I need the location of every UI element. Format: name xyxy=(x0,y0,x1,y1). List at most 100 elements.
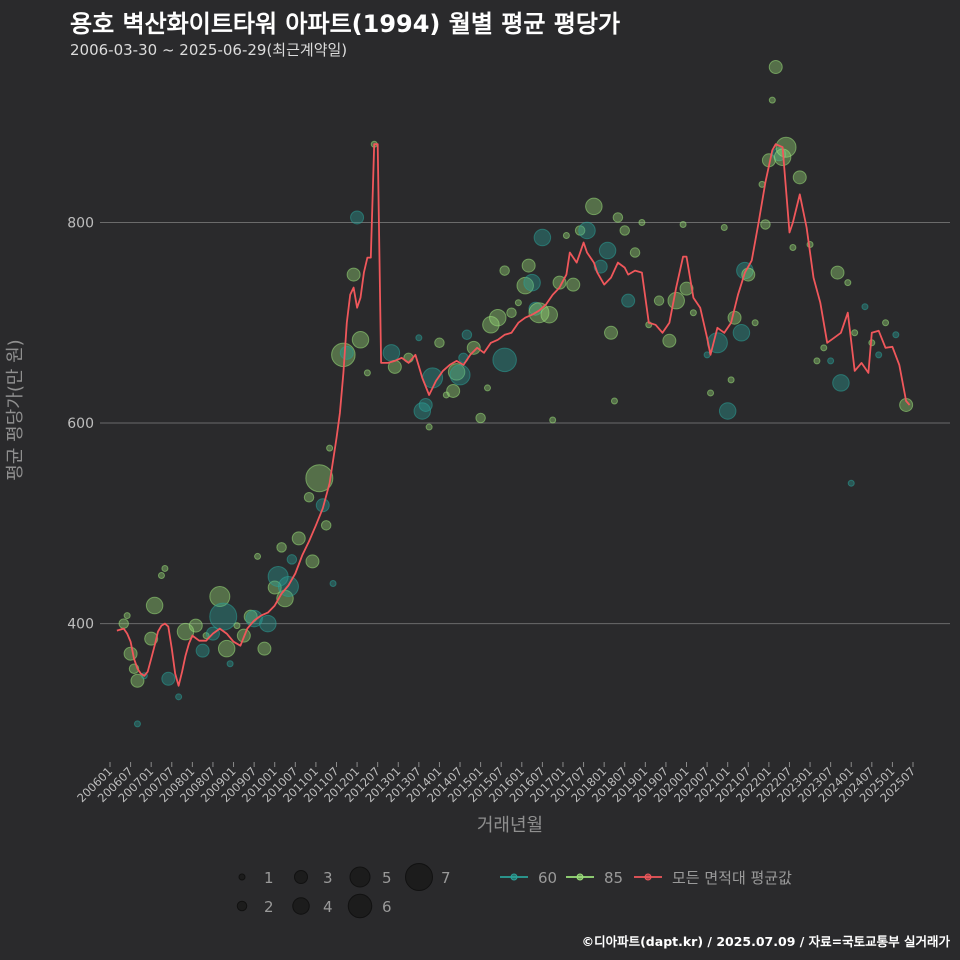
point-s85 xyxy=(653,295,665,306)
point-s85 xyxy=(499,265,510,276)
point-s85 xyxy=(514,299,522,307)
point-s60 xyxy=(133,720,141,728)
point-s85 xyxy=(585,197,603,216)
legend-series-marker xyxy=(644,873,652,881)
point-s85 xyxy=(326,444,334,452)
point-s85 xyxy=(549,416,557,424)
point-s85 xyxy=(604,325,619,340)
point-s60 xyxy=(339,345,354,360)
y-axis-title: 평균 평당가(만 원) xyxy=(5,339,26,480)
legend: 1 2 3 4 5 6 7 60 85 모든 면적대 평균값 xyxy=(236,863,792,919)
point-s60 xyxy=(598,241,617,260)
point-s85 xyxy=(123,646,138,661)
point-s85 xyxy=(305,554,320,569)
point-s60 xyxy=(226,660,234,668)
point-s60 xyxy=(892,331,900,339)
point-s85 xyxy=(612,212,624,223)
point-s85 xyxy=(145,596,164,615)
point-s60 xyxy=(718,402,737,420)
legend-size-label: 5 xyxy=(382,869,392,887)
point-s85 xyxy=(566,277,581,292)
point-s85 xyxy=(540,305,558,324)
point-s60 xyxy=(161,671,176,686)
legend-size-marker xyxy=(236,900,248,912)
point-s60 xyxy=(259,614,277,633)
point-s85 xyxy=(506,307,517,318)
point-s85 xyxy=(466,340,481,355)
point-s85 xyxy=(707,389,715,397)
legend-size-marker xyxy=(347,893,373,919)
point-s85 xyxy=(482,316,500,334)
point-s85 xyxy=(161,564,169,572)
point-s85 xyxy=(144,631,159,646)
point-s85 xyxy=(619,225,630,236)
y-tick-label: 400 xyxy=(67,617,94,633)
point-s85 xyxy=(689,309,697,317)
page-subtitle: 2006-03-30 ~ 2025-06-29(최근계약일) xyxy=(70,41,348,59)
point-s85 xyxy=(157,571,165,579)
point-s60 xyxy=(418,397,433,412)
point-s85 xyxy=(768,96,776,104)
point-s60 xyxy=(578,221,596,240)
point-s85 xyxy=(638,218,646,226)
point-s85 xyxy=(276,542,287,553)
legend-size-label: 7 xyxy=(441,869,451,887)
point-s60 xyxy=(461,329,473,341)
point-s85 xyxy=(303,491,315,503)
point-s60 xyxy=(286,554,298,565)
point-s85 xyxy=(720,223,728,231)
point-s85 xyxy=(662,333,677,348)
legend-size-label: 2 xyxy=(264,898,274,916)
point-s60 xyxy=(533,228,552,247)
point-s85 xyxy=(679,281,694,296)
point-s60 xyxy=(593,259,608,274)
point-s85 xyxy=(792,170,807,185)
legend-size-label: 1 xyxy=(264,869,274,887)
point-s60 xyxy=(449,364,471,386)
point-s85 xyxy=(425,423,433,431)
point-s85 xyxy=(305,464,334,493)
point-s85 xyxy=(257,641,272,656)
point-s85 xyxy=(233,622,241,630)
point-s85 xyxy=(851,329,859,337)
point-s85 xyxy=(363,369,371,377)
legend-size-marker xyxy=(349,866,371,888)
legend-series-marker xyxy=(510,873,518,881)
point-s85 xyxy=(844,279,852,287)
legend-size-marker xyxy=(405,863,433,891)
point-s85 xyxy=(552,275,567,290)
legend-size-marker xyxy=(238,873,246,881)
legend-size-label: 3 xyxy=(323,869,333,887)
y-axis-ticks: 400 600 800 xyxy=(67,215,94,632)
point-s85 xyxy=(483,384,491,392)
point-s85 xyxy=(446,383,461,398)
point-s60 xyxy=(732,324,751,342)
point-s60 xyxy=(245,609,263,628)
point-s85 xyxy=(130,673,145,688)
y-tick-label: 600 xyxy=(67,416,94,432)
point-s85 xyxy=(830,265,845,280)
point-s60 xyxy=(875,351,883,359)
point-s60 xyxy=(861,303,869,311)
grid-lines xyxy=(100,221,950,625)
point-s85 xyxy=(217,639,236,658)
legend-size-label: 6 xyxy=(382,898,392,916)
point-s85 xyxy=(727,376,735,384)
point-s60 xyxy=(621,293,636,308)
point-s85 xyxy=(346,267,361,282)
point-s60 xyxy=(827,357,835,365)
point-s85 xyxy=(751,319,759,327)
point-s85 xyxy=(118,618,129,629)
point-s85 xyxy=(209,586,231,608)
point-s60 xyxy=(329,579,337,587)
legend-series-label: 모든 면적대 평균값 xyxy=(672,869,792,887)
legend-size-marker xyxy=(292,897,310,915)
legend-size-marker xyxy=(294,870,308,884)
point-s85 xyxy=(521,258,536,273)
point-s85 xyxy=(351,331,370,349)
point-s85 xyxy=(123,612,131,620)
point-s60 xyxy=(832,374,850,392)
scatter-points xyxy=(118,60,914,728)
point-s60 xyxy=(350,210,365,225)
point-s60 xyxy=(847,479,855,487)
